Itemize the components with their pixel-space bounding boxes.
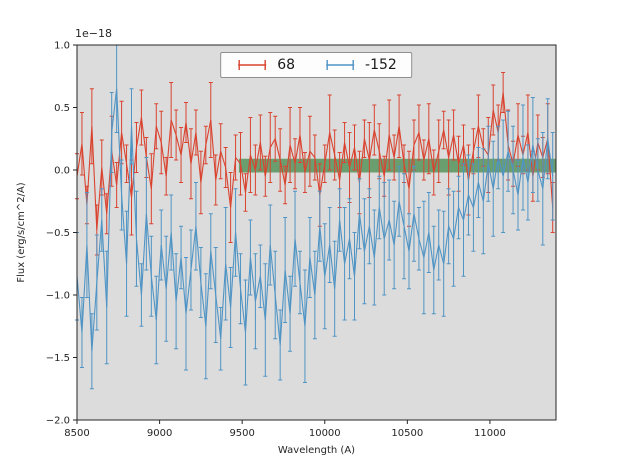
svg-text:8500: 8500	[64, 428, 89, 439]
svg-text:10500: 10500	[391, 428, 423, 439]
svg-text:Flux (erg/s/cm^2/A): Flux (erg/s/cm^2/A)	[16, 182, 27, 282]
svg-text:−1.0: −1.0	[46, 291, 70, 302]
errorbar-glyph-blue-icon	[326, 60, 355, 70]
svg-text:0.5: 0.5	[54, 103, 70, 114]
errorbar-glyph-red-icon	[238, 60, 267, 70]
legend: 68 -152	[220, 52, 412, 78]
svg-text:0.0: 0.0	[54, 166, 70, 177]
svg-text:10000: 10000	[309, 428, 341, 439]
svg-text:1e−18: 1e−18	[75, 27, 112, 40]
legend-label-blue: -152	[365, 57, 397, 73]
svg-text:−2.0: −2.0	[46, 416, 70, 427]
legend-entry-red: 68	[235, 57, 295, 73]
svg-text:9000: 9000	[147, 428, 172, 439]
legend-label-red: 68	[277, 57, 296, 73]
svg-text:9500: 9500	[229, 428, 254, 439]
svg-text:−1.5: −1.5	[46, 353, 70, 364]
svg-text:−0.5: −0.5	[46, 228, 70, 239]
legend-entry-blue: -152	[323, 57, 397, 73]
svg-text:11000: 11000	[474, 428, 506, 439]
svg-text:1.0: 1.0	[54, 41, 70, 52]
svg-text:Wavelength (A): Wavelength (A)	[278, 445, 355, 456]
